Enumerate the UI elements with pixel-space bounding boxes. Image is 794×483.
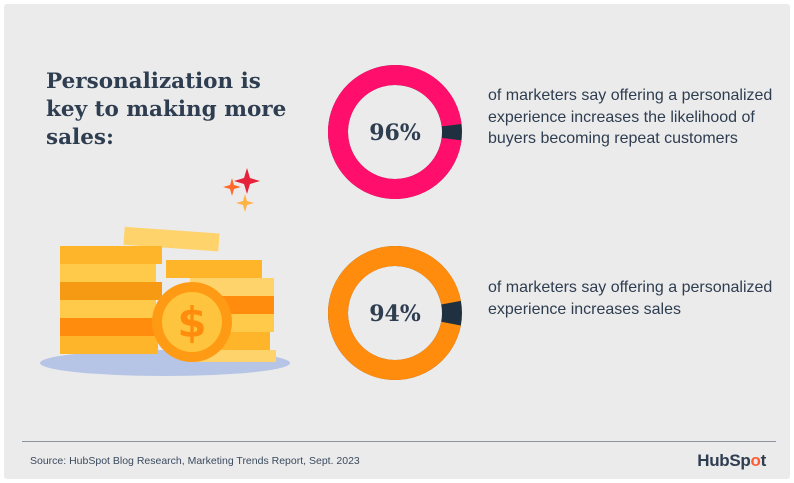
hubspot-logo: HubSpot: [697, 451, 766, 470]
coin-stack-icon: [60, 226, 276, 362]
coins-illustration: $: [40, 168, 290, 376]
donut-percent-label: 96%: [369, 120, 421, 146]
donut-chart-94: 94%: [328, 246, 462, 380]
donut-value-arc: [328, 65, 462, 199]
sparkle-icon: [223, 168, 260, 212]
source-note: Source: HubSpot Blog Research, Marketing…: [30, 455, 360, 467]
dollar-coin-icon: $: [152, 282, 232, 362]
footer-divider: [22, 441, 776, 442]
infographic-card: Personalization is key to making more sa…: [4, 4, 790, 479]
donut-caption: of marketers say offering a personalized…: [488, 279, 773, 318]
donut-chart-96: 96%: [328, 65, 462, 199]
donut-caption: of marketers say offering a personalized…: [488, 87, 773, 147]
donut-percent-label: 94%: [369, 301, 421, 327]
svg-text:$: $: [177, 298, 206, 347]
headline: Personalization is key to making more sa…: [46, 69, 287, 150]
